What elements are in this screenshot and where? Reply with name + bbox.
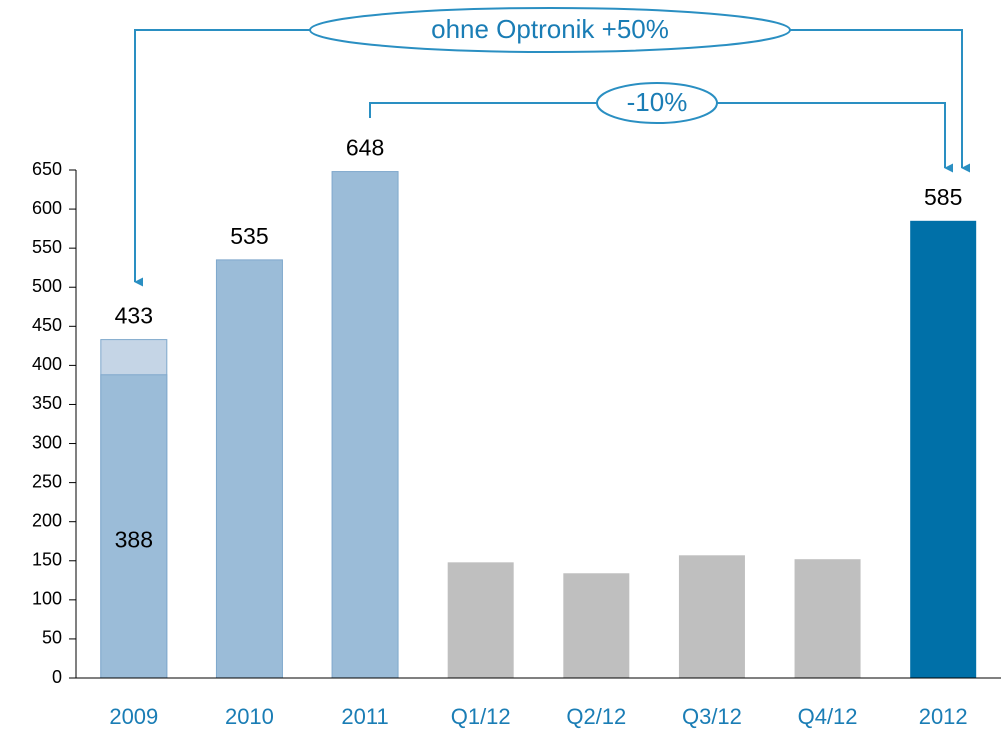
y-tick-label: 350 [32, 393, 62, 413]
y-tick-label: 650 [32, 159, 62, 179]
x-tick-label: 2011 [341, 704, 388, 729]
x-tick-label: 2012 [919, 704, 968, 729]
bar [678, 555, 745, 678]
bar [447, 562, 514, 678]
data-label: 585 [924, 184, 962, 210]
x-tick-label: Q4/12 [798, 704, 858, 729]
data-label: 535 [230, 223, 268, 249]
y-tick-label: 50 [42, 628, 62, 648]
bracket-arrow [134, 29, 310, 287]
bar [794, 559, 861, 678]
bar [215, 259, 283, 679]
data-label: 388 [115, 527, 153, 553]
data-label: 648 [346, 135, 384, 161]
annotation: ohne Optronik +50% [431, 14, 669, 44]
y-tick-label: 0 [52, 667, 62, 687]
annotation-ellipse [596, 82, 718, 124]
x-tick-label: 2010 [225, 704, 274, 729]
y-tick-label: 150 [32, 550, 62, 570]
y-tick-label: 450 [32, 315, 62, 335]
y-tick-label: 200 [32, 510, 62, 530]
bar [910, 220, 977, 679]
y-tick-label: 400 [32, 354, 62, 374]
bar [563, 573, 630, 678]
y-tick-label: 600 [32, 198, 62, 218]
x-tick-label: Q3/12 [682, 704, 742, 729]
x-tick-label: Q2/12 [566, 704, 626, 729]
annotation-ellipse [309, 7, 791, 53]
bracket-arrow [790, 29, 971, 173]
data-label: 433 [115, 303, 153, 329]
y-tick-label: 500 [32, 276, 62, 296]
y-tick-label: 250 [32, 471, 62, 491]
y-tick-label: 100 [32, 589, 62, 609]
annotation-brackets: ohne Optronik +50% -10% [134, 7, 971, 287]
bar [331, 171, 399, 679]
y-tick-label: 300 [32, 432, 62, 452]
x-tick-label: 2009 [109, 704, 158, 729]
bracket-line [369, 102, 597, 118]
x-tick-label: Q1/12 [451, 704, 511, 729]
bar [100, 374, 168, 679]
y-tick-label: 550 [32, 237, 62, 257]
bracket-arrow [717, 102, 954, 173]
annotation: -10% [627, 87, 688, 117]
